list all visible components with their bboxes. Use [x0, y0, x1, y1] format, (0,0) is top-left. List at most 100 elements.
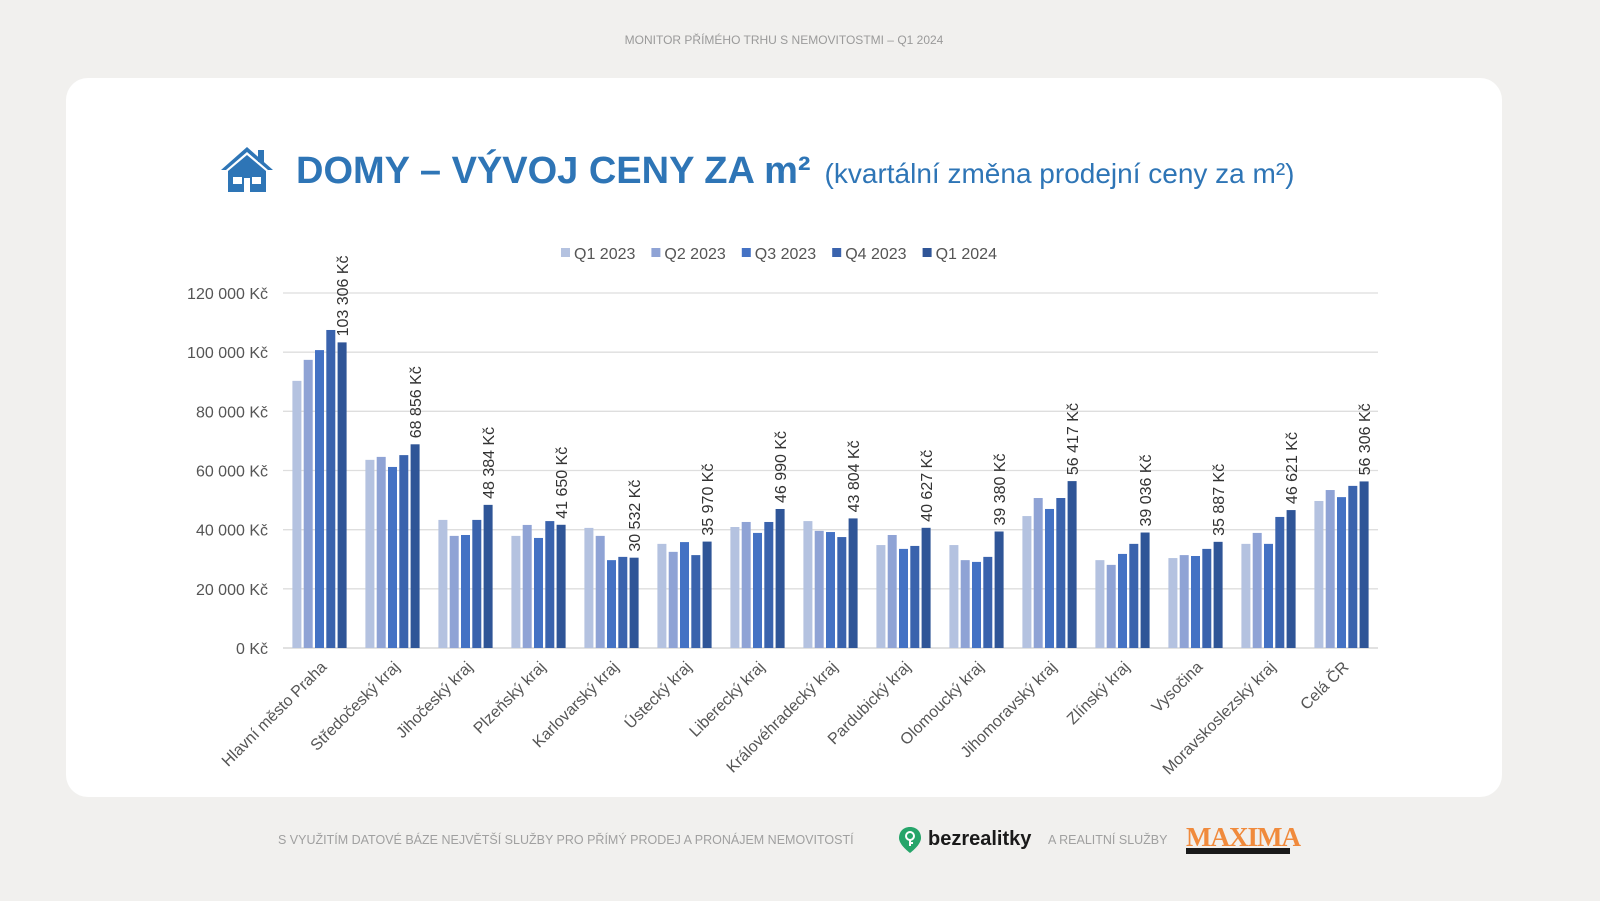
bar-q3-2023 [534, 537, 543, 648]
x-tick-label: Jihočeský kraj [393, 659, 476, 742]
bar-q1-2024 [1359, 481, 1369, 648]
bar-q1-2024 [702, 541, 712, 648]
bar-q4-2023 [399, 455, 409, 648]
x-tick-label: Hlavní město Praha [219, 659, 330, 770]
y-tick-label: 120 000 Kč [187, 286, 268, 303]
bar-q1-2023 [949, 545, 959, 648]
footer-text: S VYUŽITÍM DATOVÉ BÁZE NEJVĚTŠÍ SLUŽBY P… [278, 833, 854, 847]
bar-q2-2023 [1106, 564, 1116, 648]
maxima-logo-bar [1186, 848, 1290, 854]
bar-q1-2024 [483, 504, 493, 648]
bar-q3-2023 [1118, 553, 1127, 648]
data-label: 46 621 Kč [1284, 432, 1301, 504]
bar-q2-2023 [303, 359, 313, 648]
x-tick-label: Celá ČR [1296, 657, 1352, 713]
y-tick-label: 0 Kč [236, 641, 268, 658]
data-label: 48 384 Kč [481, 427, 498, 499]
bar-q3-2023 [1045, 508, 1054, 648]
bar-q4-2023 [1202, 548, 1212, 648]
legend-item: Q1 2024 [936, 246, 997, 263]
bar-q2-2023 [1252, 532, 1262, 648]
data-label: 35 970 Kč [700, 464, 717, 536]
data-label: 39 380 Kč [992, 453, 1009, 525]
bar-q3-2023 [753, 532, 762, 648]
bar-q1-2024 [775, 508, 785, 648]
bar-q2-2023 [1179, 555, 1189, 648]
data-label: 41 650 Kč [554, 447, 571, 519]
footer-text-2: A REALITNÍ SLUŽBY [1048, 833, 1168, 847]
x-tick-label: Vysočina [1149, 659, 1207, 717]
bar-q3-2023 [1337, 497, 1346, 648]
x-tick-label: Liberecký kraj [687, 659, 769, 741]
bar-q1-2023 [1095, 560, 1105, 648]
legend-swatch [741, 248, 751, 257]
bar-q1-2023 [1314, 500, 1324, 648]
bar-q1-2023 [1168, 558, 1178, 648]
data-label: 103 306 Kč [335, 255, 352, 336]
bezrealitky-logo-icon [899, 827, 921, 853]
bar-q2-2023 [741, 521, 751, 648]
legend-item: Q3 2023 [755, 246, 816, 263]
bar-q2-2023 [814, 530, 824, 648]
legend-swatch [651, 248, 661, 257]
x-tick-label: Ústecký kraj [620, 657, 695, 732]
bezrealitky-logo: bezrealitky [928, 828, 1032, 850]
y-tick-label: 60 000 Kč [196, 464, 268, 481]
bar-q3-2023 [826, 532, 835, 648]
legend-swatch [561, 248, 570, 257]
data-label: 56 306 Kč [1357, 403, 1374, 475]
bar-q4-2023 [1275, 516, 1285, 648]
data-label: 43 804 Kč [846, 440, 863, 512]
y-tick-label: 100 000 Kč [187, 345, 268, 362]
bar-q3-2023 [972, 561, 981, 648]
bar-q2-2023 [595, 535, 605, 648]
y-tick-label: 20 000 Kč [196, 582, 268, 599]
bar-q1-2024 [556, 524, 566, 648]
bar-q3-2023 [899, 548, 908, 648]
bar-q2-2023 [522, 524, 532, 648]
bar-q1-2023 [1241, 543, 1251, 648]
data-label: 46 990 Kč [773, 431, 790, 503]
bar-q3-2023 [388, 466, 397, 648]
data-label: 30 532 Kč [627, 480, 644, 552]
data-label: 68 856 Kč [408, 366, 425, 438]
legend-swatch [922, 248, 932, 257]
bar-q1-2024 [921, 527, 931, 648]
bar-q1-2023 [657, 543, 667, 648]
bar-q3-2023 [680, 542, 689, 648]
bar-q2-2023 [376, 456, 386, 648]
legend-item: Q1 2023 [574, 246, 635, 263]
bar-q1-2023 [1022, 516, 1032, 648]
bar-q4-2023 [837, 537, 847, 648]
title-main: DOMY – VÝVOJ CENY ZA m² [296, 150, 811, 192]
bar-q1-2024 [1067, 481, 1077, 648]
bar-q4-2023 [472, 519, 482, 648]
bar-q3-2023 [315, 350, 324, 648]
bar-q1-2024 [1286, 510, 1296, 648]
page-title: DOMY – VÝVOJ CENY ZA m² (kvartální změna… [218, 150, 1295, 193]
bar-q3-2023 [1264, 543, 1273, 648]
report-header: MONITOR PŘÍMÉHO TRHU S NEMOVITOSTMI – Q1… [624, 33, 944, 47]
data-label: 56 417 Kč [1065, 403, 1082, 475]
bar-q2-2023 [1325, 490, 1335, 648]
y-tick-label: 40 000 Kč [196, 523, 268, 540]
bar-q4-2023 [764, 521, 774, 648]
bar-q1-2023 [365, 459, 375, 648]
bar-q1-2023 [438, 519, 448, 648]
house-icon [221, 147, 273, 192]
bar-q1-2024 [629, 557, 639, 648]
maxima-logo: MAXIMA [1186, 822, 1301, 852]
bar-q1-2024 [848, 518, 858, 648]
bar-q4-2023 [910, 545, 920, 648]
x-tick-label: Zlínský kraj [1064, 659, 1133, 728]
bar-q1-2023 [292, 380, 302, 648]
data-label: 40 627 Kč [919, 450, 936, 522]
bar-q1-2024 [337, 342, 347, 648]
x-tick-label: Plzeňský kraj [471, 659, 550, 738]
footer: S VYUŽITÍM DATOVÉ BÁZE NEJVĚTŠÍ SLUŽBY P… [0, 822, 1600, 856]
bar-q1-2023 [511, 535, 521, 648]
legend-swatch [832, 248, 842, 257]
data-label: 39 036 Kč [1138, 454, 1155, 526]
bar-q4-2023 [1129, 543, 1139, 648]
